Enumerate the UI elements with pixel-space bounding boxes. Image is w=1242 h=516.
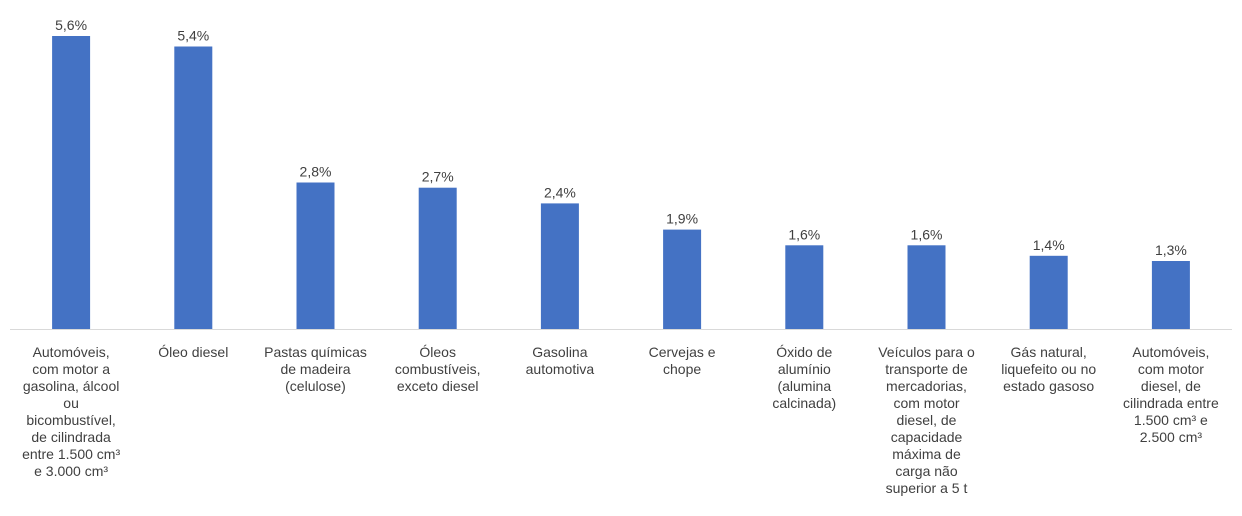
category-label-9: Automóveis, com motor diesel, de cilindr…	[1123, 344, 1219, 445]
data-label-5: 1,9%	[666, 211, 698, 227]
data-label-1: 5,4%	[177, 28, 209, 44]
bar-1	[174, 46, 213, 329]
bar-0	[52, 36, 91, 329]
bar-8	[1029, 255, 1068, 330]
data-label-6: 1,6%	[788, 226, 820, 242]
data-label-2: 2,8%	[300, 164, 332, 180]
data-label-3: 2,7%	[422, 169, 454, 185]
bar-6	[785, 245, 824, 329]
bar-9	[1151, 261, 1190, 329]
bar-4	[540, 203, 579, 329]
category-label-8: Gás natural, liquefeito ou no estado gas…	[1001, 344, 1097, 394]
bar-5	[663, 229, 702, 329]
category-label-5: Cervejas e chope	[648, 344, 716, 377]
data-label-0: 5,6%	[55, 17, 87, 33]
category-label-0: Automóveis, com motor a gasolina, álcool…	[22, 344, 121, 479]
bar-7	[907, 245, 946, 329]
data-label-8: 1,4%	[1033, 237, 1065, 253]
category-label-7: Veículos para o transporte de mercadoria…	[878, 344, 975, 496]
category-label-3: Óleos combustíveis, exceto diesel	[394, 344, 481, 394]
category-label-1: Óleo diesel	[158, 344, 229, 360]
category-label-6: Óxido de alumínio (alumina calcinada)	[772, 344, 837, 411]
bar-2	[296, 182, 335, 329]
data-label-9: 1,3%	[1155, 242, 1187, 258]
category-label-2: Pastas químicas de madeira (celulose)	[264, 344, 367, 394]
data-label-7: 1,6%	[911, 226, 943, 242]
bar-3	[418, 187, 457, 329]
data-label-4: 2,4%	[544, 184, 576, 200]
category-label-4: Gasolina automotiva	[525, 344, 595, 377]
